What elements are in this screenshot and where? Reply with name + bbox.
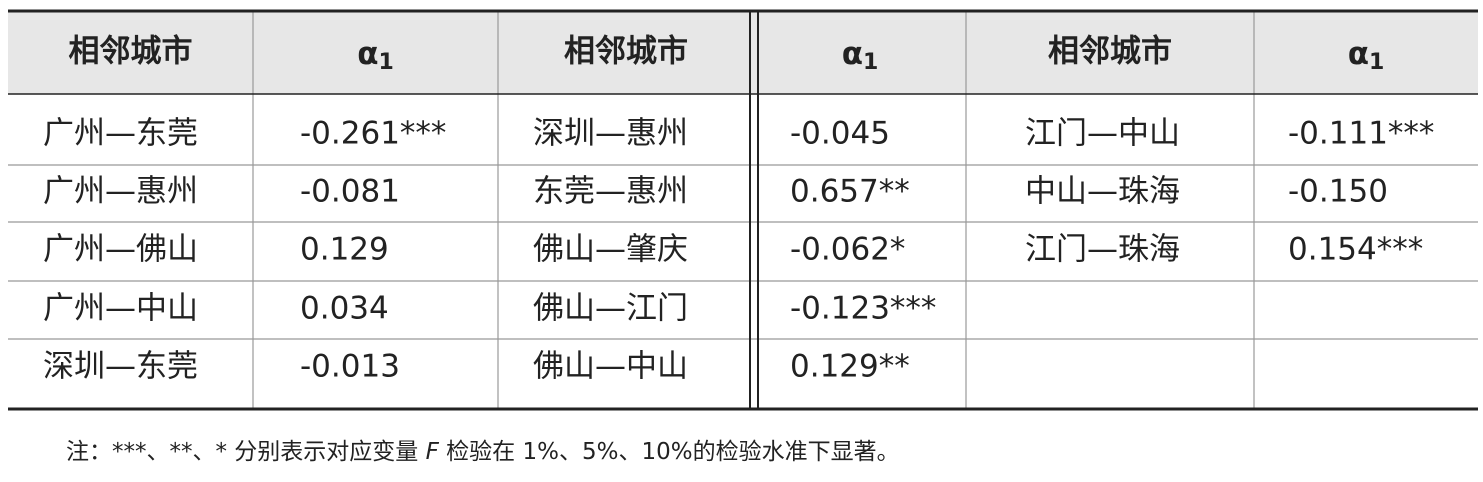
note: 注：***、**、* 分别表示对应变量 F 检验在 1%、5%、10%的检验水准… (66, 439, 900, 465)
table-cell: -0.062* (790, 232, 905, 268)
header-symbol: α (1348, 36, 1369, 72)
header-cell: 相邻城市 (1048, 34, 1172, 70)
table-cell: 广州—中山 (43, 291, 198, 327)
table-cell: 江门—中山 (1025, 116, 1180, 152)
header-subscript: 1 (1369, 50, 1384, 75)
header-cell: α1 (842, 36, 879, 76)
table-cell: -0.123*** (790, 291, 936, 327)
table-cell: 江门—珠海 (1025, 232, 1180, 268)
table-cell: -0.261*** (300, 116, 446, 152)
table-cell: 中山—珠海 (1025, 174, 1180, 210)
table-cell: 广州—惠州 (43, 174, 198, 210)
table-cell: -0.150 (1288, 174, 1388, 210)
table-cell: -0.081 (300, 174, 400, 210)
table-cell: -0.111*** (1288, 116, 1434, 152)
table-cell: -0.013 (300, 349, 400, 385)
table-cell: 深圳—惠州 (533, 116, 688, 152)
rules (8, 9, 1478, 411)
header-subscript: 1 (863, 50, 878, 75)
header-symbol: α (357, 36, 378, 72)
note-text: 检验在 1%、5%、10%的检验水准下显著。 (439, 439, 900, 465)
header-cell: α1 (1348, 36, 1385, 76)
table-cell: 0.154*** (1288, 232, 1423, 268)
note-variable: F (426, 439, 440, 465)
table-cell: 佛山—中山 (533, 349, 688, 385)
table-cell: 0.129 (300, 232, 389, 268)
header-cell: α1 (357, 36, 394, 76)
header-background (8, 12, 1478, 94)
table-cell: 广州—佛山 (43, 232, 198, 268)
header-symbol: α (842, 36, 863, 72)
grid (8, 12, 1478, 408)
header-subscript: 1 (379, 50, 394, 75)
table-cell: 深圳—东莞 (43, 349, 198, 385)
note-text: 注：***、**、* 分别表示对应变量 (66, 439, 426, 465)
table-cell: -0.045 (790, 116, 890, 152)
table-cell: 东莞—惠州 (533, 174, 688, 210)
header-cell: 相邻城市 (69, 34, 193, 70)
table-cell: 0.034 (300, 291, 389, 327)
table-cell: 0.129** (790, 349, 910, 385)
table-cell: 广州—东莞 (43, 116, 198, 152)
table-cell: 0.657** (790, 174, 910, 210)
table-cell: 佛山—肇庆 (533, 232, 688, 268)
table-cell: 佛山—江门 (533, 291, 688, 327)
header-cell: 相邻城市 (564, 34, 688, 70)
